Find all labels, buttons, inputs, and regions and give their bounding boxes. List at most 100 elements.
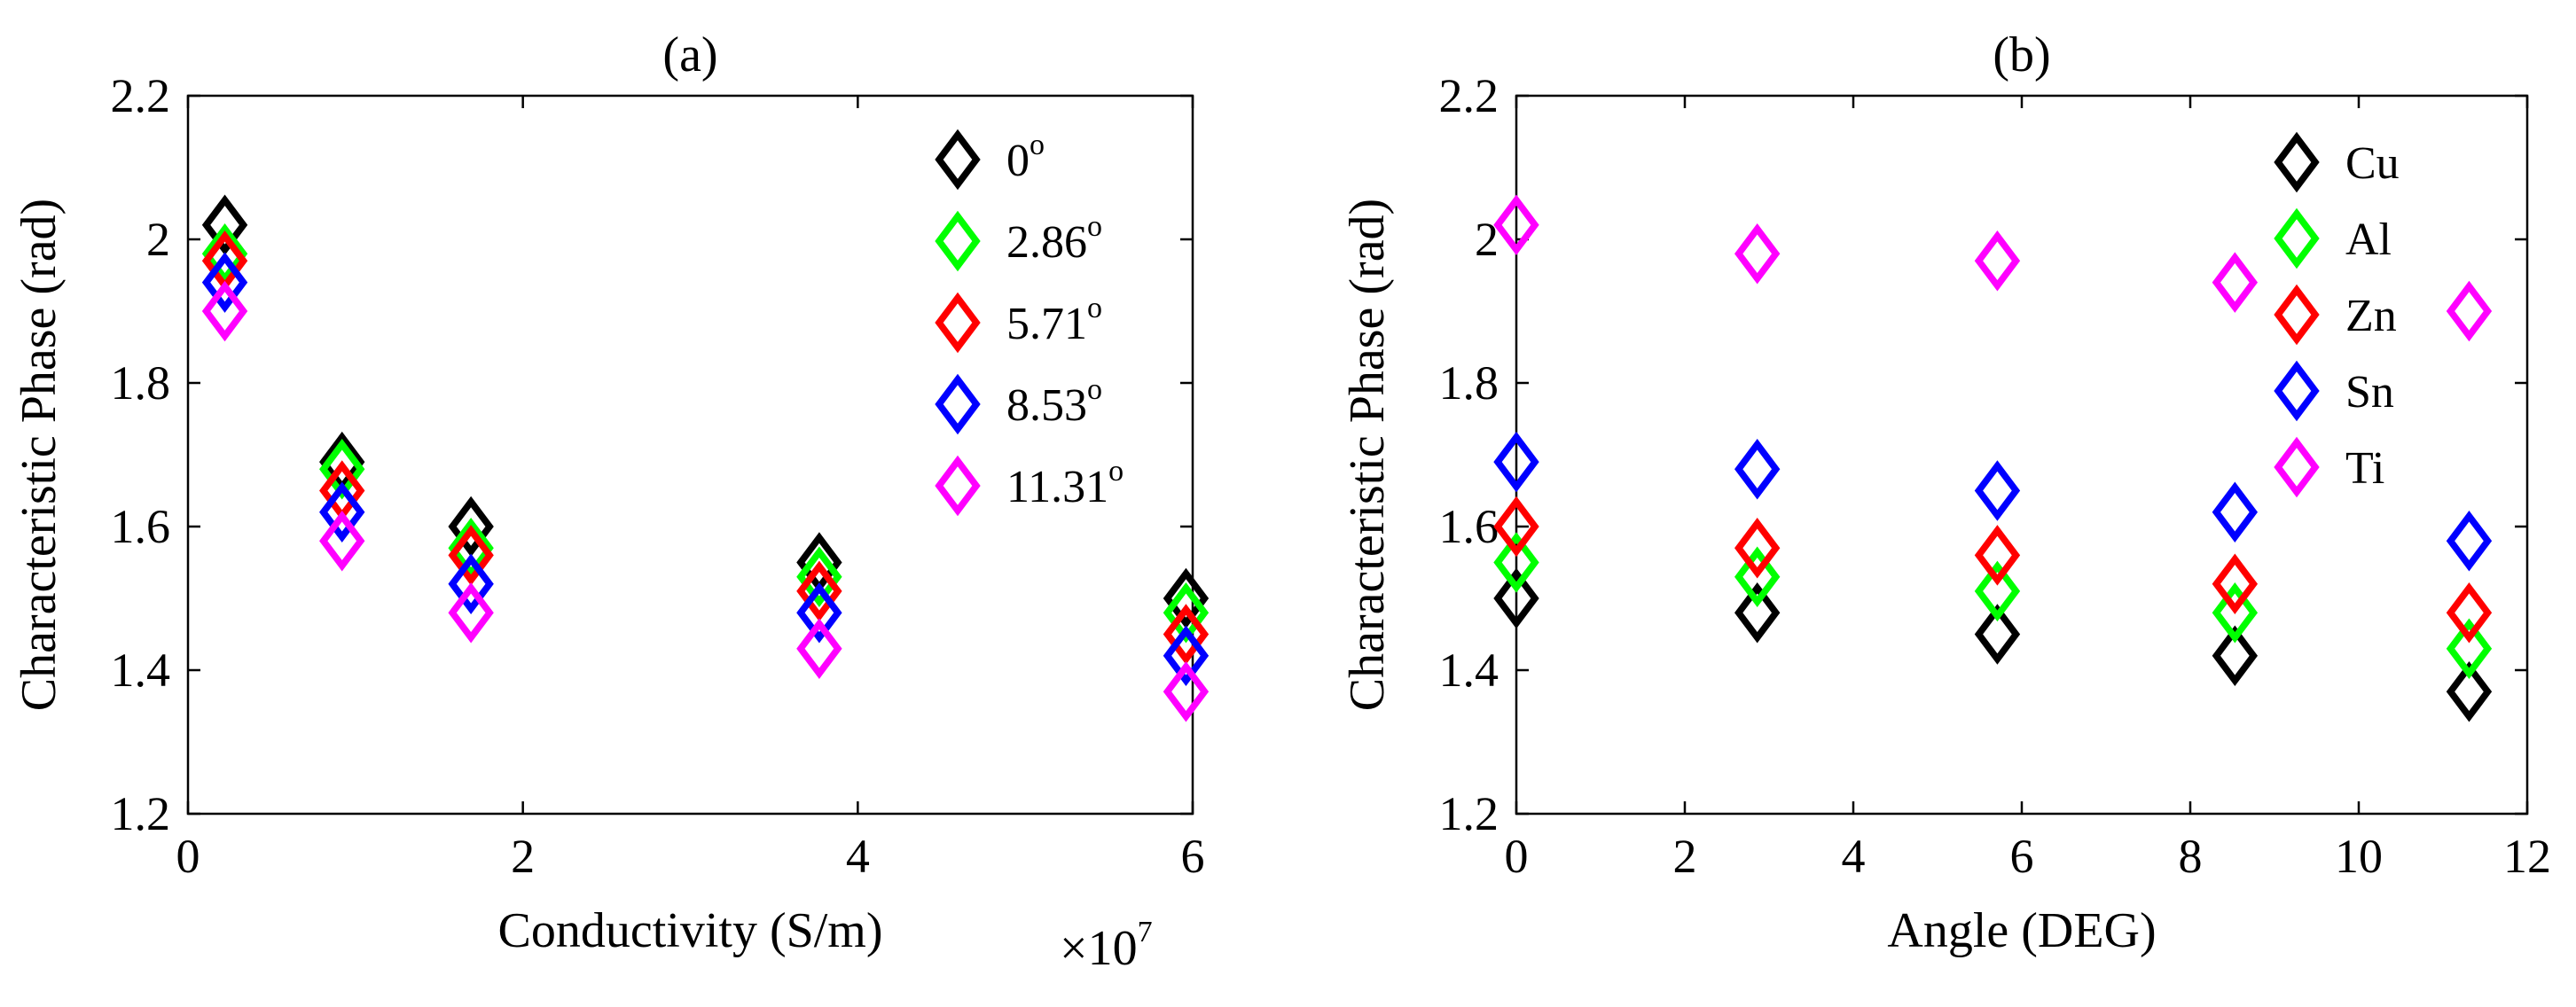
chart-a-xlabel: Conductivity (S/m) bbox=[498, 903, 883, 958]
chart-a-point bbox=[796, 560, 842, 622]
chart-b-legend-label: Al bbox=[2345, 215, 2392, 265]
chart-b-point bbox=[2446, 280, 2493, 342]
chart-b-legend-label: Cu bbox=[2345, 138, 2400, 189]
chart-a-ytick-label: 1.4 bbox=[111, 644, 171, 697]
chart-b-series-Ti bbox=[1493, 194, 2493, 342]
chart-a-point bbox=[796, 546, 842, 607]
chart-a-point bbox=[448, 582, 494, 644]
chart-a-point bbox=[448, 553, 494, 615]
chart-b-point bbox=[2212, 553, 2259, 615]
chart-a-legend-label: 2.86o bbox=[1006, 210, 1102, 268]
chart-a-xtick-label: 2 bbox=[511, 830, 535, 883]
chart-b-point bbox=[2212, 252, 2259, 313]
chart-a-series-2-86 bbox=[201, 222, 1210, 644]
chart-b-plot-frame bbox=[1515, 94, 2529, 816]
chart-b-xtick-label: 4 bbox=[1842, 830, 1866, 883]
chart-b-point bbox=[1734, 438, 1781, 500]
chart-a-point bbox=[319, 510, 365, 572]
chart-a-ytick-label: 1.8 bbox=[111, 356, 171, 410]
chart-a-point bbox=[201, 194, 248, 256]
chart-b-point bbox=[2446, 510, 2493, 572]
chart-b-point bbox=[2212, 625, 2259, 687]
chart-a-legend-label: 11.31o bbox=[1006, 455, 1124, 512]
chart-b-point bbox=[2446, 582, 2493, 644]
chart-a-legend-label: 0o bbox=[1006, 129, 1045, 186]
chart-b-ytick-label: 2.2 bbox=[1439, 69, 1499, 122]
chart-b-legend-marker bbox=[2274, 207, 2320, 269]
chart-b-legend-label: Zn bbox=[2345, 291, 2397, 341]
chart-b-series-Al bbox=[1493, 532, 2493, 679]
chart-b-ytick-label: 2 bbox=[1475, 213, 1499, 266]
chart-b-ylabel: Characteristic Phase (rad) bbox=[1340, 199, 1395, 711]
chart-b-legend-label: Ti bbox=[2345, 443, 2384, 494]
chart-b-series-Cu bbox=[1493, 567, 2493, 722]
chart-b-point bbox=[1734, 222, 1781, 285]
chart-b-point bbox=[1493, 532, 1539, 593]
chart-a-point bbox=[1163, 567, 1210, 629]
chart-b-point bbox=[1974, 460, 2021, 521]
chart-a-legend-label: 5.71o bbox=[1006, 292, 1102, 349]
chart-b-series-Sn bbox=[1493, 431, 2493, 572]
chart-b-legend-label: Sn bbox=[2345, 367, 2394, 418]
chart-b-xtick-label: 10 bbox=[2335, 830, 2383, 883]
chart-b-title: (b) bbox=[1993, 27, 2050, 82]
chart-a-plot-frame bbox=[186, 94, 1194, 816]
chart-b-legend-marker bbox=[2274, 436, 2320, 498]
chart-a-series-8-53 bbox=[201, 252, 1210, 687]
chart-a-point bbox=[448, 525, 494, 586]
chart-b-point bbox=[1974, 525, 2021, 586]
chart-b-point bbox=[2212, 582, 2259, 644]
chart-a: 0 2 4 6 1.2 1.4 1.6 1.8 2 2.2 (a) Conductivity (S/m… bbox=[12, 27, 1210, 976]
chart-b-point bbox=[2212, 481, 2259, 543]
chart-a-point bbox=[1163, 582, 1210, 644]
chart-a-legend-marker bbox=[935, 292, 981, 354]
chart-a-point bbox=[1163, 604, 1210, 665]
chart-b-legend-marker bbox=[2274, 284, 2320, 346]
chart-a-legend: 0o 2.86o 5.71o 8.53o 11.31o bbox=[935, 129, 1124, 517]
chart-b-point bbox=[1974, 560, 2021, 622]
chart-b-ytick-label: 1.6 bbox=[1439, 500, 1499, 553]
chart-a-legend-marker bbox=[935, 455, 981, 517]
chart-a-legend-marker bbox=[935, 129, 981, 191]
chart-a-ylabel: Characteristic Phase (rad) bbox=[12, 199, 67, 711]
chart-b-legend: Cu Al Zn Sn Ti bbox=[2274, 131, 2400, 498]
chart-b-ytick-label: 1.2 bbox=[1439, 787, 1499, 840]
chart-b-point bbox=[1734, 582, 1781, 644]
chart-a-ytick-label: 2.2 bbox=[111, 69, 171, 122]
chart-a-point bbox=[1163, 625, 1210, 687]
chart-b-ytick-label: 1.8 bbox=[1439, 356, 1499, 410]
chart-b-xtick-label: 6 bbox=[2010, 830, 2034, 883]
chart-a-point bbox=[448, 518, 494, 579]
chart-a-point bbox=[448, 496, 494, 558]
chart-b-legend-marker bbox=[2274, 131, 2320, 193]
chart-a-ytick-label: 2 bbox=[146, 213, 170, 266]
chart-b-xtick-label: 0 bbox=[1505, 830, 1529, 883]
chart-a-point bbox=[201, 252, 248, 313]
chart-b-point bbox=[2446, 618, 2493, 679]
chart-b-xlabel: Angle (DEG) bbox=[1887, 903, 2156, 958]
chart-a-xtick-label: 4 bbox=[846, 830, 870, 883]
chart-b-legend-marker bbox=[2274, 360, 2320, 422]
chart-a-point bbox=[796, 582, 842, 644]
chart-a-x-multiplier: ×107 bbox=[1060, 916, 1153, 976]
chart-a-legend-marker bbox=[935, 373, 981, 435]
chart-a-legend-marker bbox=[935, 210, 981, 272]
chart-b-xtick-label: 12 bbox=[2503, 830, 2551, 883]
chart-a-ytick-label: 1.2 bbox=[111, 787, 171, 840]
chart-a-point bbox=[319, 438, 365, 500]
chart-a-point bbox=[1163, 661, 1210, 722]
chart-a-title: (a) bbox=[662, 27, 717, 82]
chart-b-series-Zn bbox=[1493, 496, 2493, 644]
chart-b: 0 2 4 6 8 10 12 1.2 1.4 1.6 1.8 2 2.2 (b) Angle (DEG) C… bbox=[1340, 27, 2551, 958]
chart-b-point bbox=[1493, 431, 1539, 493]
chart-b-point bbox=[1974, 604, 2021, 665]
chart-b-point bbox=[1974, 230, 2021, 292]
chart-b-point bbox=[1493, 567, 1539, 629]
chart-a-legend-label: 8.53o bbox=[1006, 373, 1102, 431]
chart-b-point bbox=[1493, 496, 1539, 558]
chart-a-point bbox=[796, 618, 842, 679]
chart-b-point bbox=[1734, 546, 1781, 607]
chart-a-point bbox=[319, 481, 365, 543]
chart-b-point bbox=[1734, 518, 1781, 579]
